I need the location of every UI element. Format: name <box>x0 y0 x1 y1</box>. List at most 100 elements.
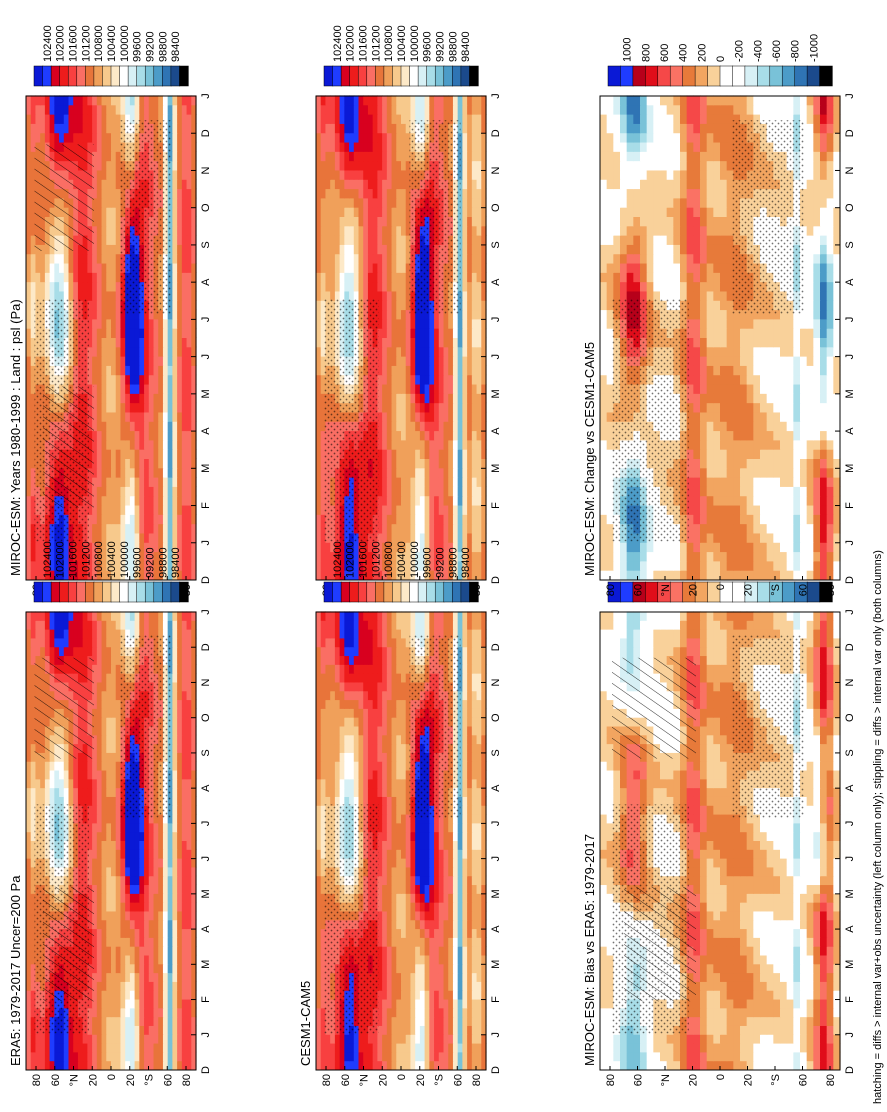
heatmap-cell <box>186 1042 192 1053</box>
heatmap-cell <box>172 849 178 859</box>
heatmap-cell <box>462 514 468 525</box>
heatmap-cell <box>181 990 188 1000</box>
heatmap-cell <box>358 207 364 217</box>
heatmap-cell <box>87 1042 93 1053</box>
heatmap-cell <box>106 551 112 562</box>
heatmap-cell <box>419 430 426 441</box>
heatmap-cell <box>363 551 369 562</box>
heatmap-cell <box>429 504 435 515</box>
heatmap-cell <box>353 281 360 292</box>
heatmap-cell <box>162 337 169 348</box>
heatmap-cell <box>139 831 145 841</box>
heatmap-cell <box>372 104 378 115</box>
heatmap-cell <box>125 822 131 833</box>
heatmap-cell <box>35 1034 41 1044</box>
heatmap-cell <box>111 477 117 487</box>
heatmap-cell <box>92 104 98 115</box>
heatmap-cell <box>158 1025 164 1035</box>
heatmap-cell <box>382 570 388 580</box>
heatmap-cell <box>186 383 192 394</box>
heatmap-cell <box>134 514 140 525</box>
heatmap-cell <box>158 383 164 394</box>
heatmap-cell <box>186 123 192 134</box>
heatmap-cell <box>476 160 482 171</box>
heatmap-cell <box>148 328 155 338</box>
heatmap-cell <box>186 300 192 311</box>
heatmap-cell <box>49 1060 55 1070</box>
heatmap-cell <box>358 104 364 115</box>
heatmap-cell <box>101 197 107 208</box>
heatmap-cell <box>111 946 117 956</box>
heatmap-cell <box>186 477 192 487</box>
heatmap-cell <box>111 253 117 264</box>
heatmap-cell <box>49 542 55 553</box>
heatmap-cell <box>382 346 388 357</box>
heatmap-cell <box>186 532 192 543</box>
heatmap-cell <box>120 822 126 833</box>
heatmap-cell <box>401 560 407 571</box>
heatmap-cell <box>73 114 79 124</box>
heatmap-cell <box>415 374 421 385</box>
heatmap-cell <box>101 272 107 283</box>
heatmap-cell <box>162 318 169 329</box>
heatmap-cell <box>367 542 374 553</box>
heatmap-cell <box>106 954 112 965</box>
heatmap-cell <box>382 235 388 245</box>
heatmap-cell <box>172 132 178 143</box>
heatmap-cell <box>429 532 435 543</box>
heatmap-cell <box>125 858 131 868</box>
heatmap-cell <box>96 95 103 106</box>
heatmap-cell <box>49 290 55 301</box>
colorbar-swatch <box>443 65 453 87</box>
heatmap-cell <box>111 449 117 459</box>
heatmap-cell <box>386 262 393 273</box>
heatmap-cell <box>334 141 341 152</box>
x-tick-label: J <box>490 317 502 323</box>
heatmap-cell <box>106 272 112 283</box>
heatmap-cell <box>410 421 416 432</box>
heatmap-cell <box>177 421 183 432</box>
heatmap-cell <box>115 486 122 497</box>
heatmap-cell <box>177 290 183 301</box>
heatmap-cell <box>139 523 145 534</box>
heatmap-cell <box>438 542 445 553</box>
heatmap-cell <box>320 570 327 580</box>
heatmap-cell <box>471 281 478 292</box>
heatmap-cell <box>125 963 131 974</box>
colorbar-swatch <box>42 65 52 87</box>
heatmap-cell <box>153 430 159 441</box>
heatmap-cell <box>391 290 397 301</box>
heatmap-cell <box>181 477 188 487</box>
heatmap-cell <box>320 197 327 208</box>
heatmap-cell <box>167 1016 173 1026</box>
heatmap-cell <box>344 253 350 264</box>
heatmap-cell <box>382 383 388 394</box>
heatmap-cell <box>144 411 150 422</box>
heatmap-cell <box>139 1042 145 1053</box>
heatmap-cell <box>181 467 188 478</box>
heatmap-cell <box>111 411 117 422</box>
heatmap-cell <box>172 523 178 534</box>
heatmap-cell <box>125 486 131 497</box>
heatmap-cell <box>438 374 445 385</box>
heatmap-cell <box>82 1051 88 1062</box>
heatmap-cell <box>129 504 136 515</box>
heatmap-cell <box>59 272 65 283</box>
heatmap-cell <box>68 560 74 571</box>
heatmap-cell <box>144 393 150 404</box>
heatmap-cell <box>386 402 393 413</box>
heatmap-cell <box>111 884 117 894</box>
heatmap-cell <box>115 374 122 385</box>
heatmap-cell <box>162 104 169 115</box>
heatmap-cell <box>167 884 173 894</box>
heatmap-cell <box>415 523 421 534</box>
heatmap-cell <box>339 141 345 152</box>
heatmap-cell <box>134 328 140 338</box>
heatmap-cell <box>481 290 487 301</box>
heatmap-cell <box>320 123 327 134</box>
heatmap-cell <box>448 467 454 478</box>
heatmap-cell <box>405 486 412 497</box>
heatmap-cell <box>177 1060 183 1070</box>
heatmap-cell <box>320 132 327 143</box>
heatmap-cell <box>443 495 449 506</box>
